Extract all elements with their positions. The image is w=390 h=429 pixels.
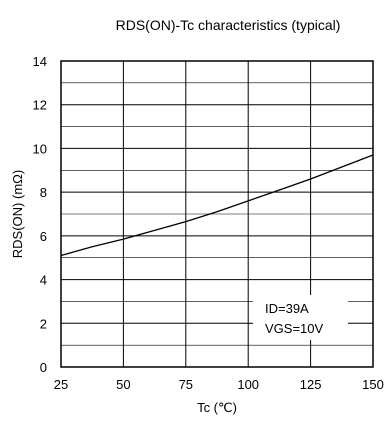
x-tick-label: 150 [362, 377, 384, 392]
y-tick-labels: 0 2 4 6 8 10 12 14 [33, 54, 47, 375]
y-axis-label: RDS(ON) (mΩ) [10, 170, 25, 258]
y-tick-label: 4 [40, 273, 47, 288]
annotation-id: ID=39A [265, 301, 309, 316]
major-gridlines [61, 61, 373, 367]
annotation-vgs: VGS=10V [265, 321, 324, 336]
x-tick-labels: 25 50 75 100 125 150 [54, 377, 384, 392]
chart-title: RDS(ON)-Tc characteristics (typical) [116, 17, 341, 33]
plot-frame [60, 60, 374, 368]
y-tick-label: 2 [40, 316, 47, 331]
legend-box [253, 295, 348, 340]
x-tick-label: 100 [237, 377, 259, 392]
x-tick-label: 50 [116, 377, 130, 392]
rds-on-curve [60, 154, 374, 257]
y-tick-label: 14 [33, 54, 47, 69]
x-tick-label: 125 [300, 377, 322, 392]
x-axis-label: Tc (℃) [197, 400, 237, 415]
x-tick-label: 75 [179, 377, 193, 392]
y-tick-label: 10 [33, 141, 47, 156]
y-tick-label: 8 [40, 185, 47, 200]
y-tick-label: 6 [40, 229, 47, 244]
y-tick-label: 12 [33, 98, 47, 113]
minor-gridlines [61, 82, 373, 346]
x-tick-label: 25 [54, 377, 68, 392]
y-tick-label: 0 [40, 360, 47, 375]
